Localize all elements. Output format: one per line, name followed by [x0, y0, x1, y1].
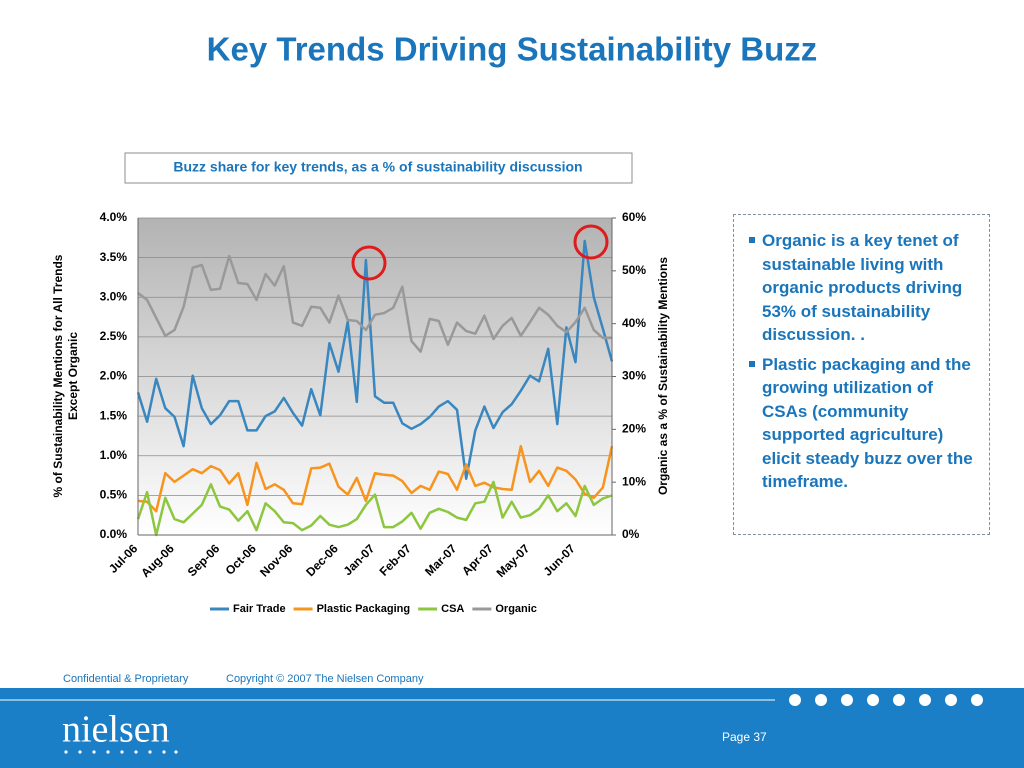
y-axis-title: % of Sustainability Mentions for All Tre…: [51, 254, 65, 497]
y-tick-label: 1.0%: [100, 448, 128, 462]
footer-dots: [789, 694, 983, 706]
x-tick-label: Mar-07: [422, 541, 459, 578]
notes-box: Organic is a key tenet of sustainable li…: [733, 214, 990, 535]
footer-bar: [0, 688, 1024, 768]
page-number: Page 37: [722, 730, 767, 744]
y-tick-label: 2.5%: [100, 329, 128, 343]
legend-label: Plastic Packaging: [317, 603, 411, 615]
series-line: [136, 239, 614, 480]
y-tick-label: 3.5%: [100, 250, 128, 264]
series-line: [137, 254, 612, 353]
x-tick-label: Jan-07: [341, 541, 378, 578]
x-tick-label: Feb-07: [377, 541, 414, 578]
y-tick-label: 0.5%: [100, 488, 128, 502]
note: Organic is a key tenet of sustainable li…: [748, 229, 979, 347]
logo-dots: [64, 750, 178, 754]
y-tick-label: 2.0%: [100, 369, 128, 383]
highlight-circle: [351, 245, 387, 281]
y-tick-label: 0.0%: [100, 527, 128, 541]
series-line: [137, 444, 614, 513]
x-tick-label: Dec-06: [303, 541, 341, 579]
x-tick-label: Oct-06: [223, 541, 260, 578]
y2-tick-label: 0%: [622, 527, 640, 541]
y2-tick-label: 40%: [622, 316, 646, 330]
x-tick-label: Jul-06: [106, 541, 141, 576]
logo: nielsen: [62, 709, 170, 751]
y2-tick-label: 30%: [622, 369, 646, 383]
highlight-circle: [573, 224, 609, 260]
note: Plastic packaging and the growing utiliz…: [748, 353, 979, 494]
y2-tick-label: 20%: [622, 422, 646, 436]
footer-confidential: Confidential & Proprietary: [63, 673, 189, 685]
legend-label: CSA: [441, 603, 464, 615]
y-tick-label: 4.0%: [100, 210, 128, 224]
y-axis-title: Except Organic: [66, 332, 80, 420]
legend-label: Fair Trade: [233, 603, 286, 615]
y2-tick-label: 50%: [622, 263, 646, 277]
x-tick-label: Jun-07: [541, 541, 578, 578]
legend-label: Organic: [495, 603, 537, 615]
y-tick-label: 1.5%: [100, 408, 128, 422]
chart-subtitle: Buzz share for key trends, as a % of sus…: [173, 159, 582, 175]
x-tick-label: Nov-06: [257, 541, 295, 579]
notes-list: Organic is a key tenet of sustainable li…: [748, 229, 979, 494]
slide-title: Key Trends Driving Sustainability Buzz: [207, 31, 818, 68]
y-tick-label: 3.0%: [100, 289, 128, 303]
x-tick-label: Aug-06: [138, 541, 177, 580]
subtitle-box: [124, 152, 633, 184]
y2-tick-label: 60%: [622, 210, 646, 224]
x-tick-label: Sep-06: [185, 541, 223, 579]
footer-copyright: Copyright © 2007 The Nielsen Company: [226, 673, 424, 685]
x-tick-label: Apr-07: [459, 541, 496, 578]
series-line: [136, 480, 613, 537]
y2-tick-label: 10%: [622, 474, 646, 488]
y2-axis-title: Organic as a % of Sustainability Mention…: [656, 257, 670, 495]
x-tick-label: May-07: [494, 541, 533, 580]
